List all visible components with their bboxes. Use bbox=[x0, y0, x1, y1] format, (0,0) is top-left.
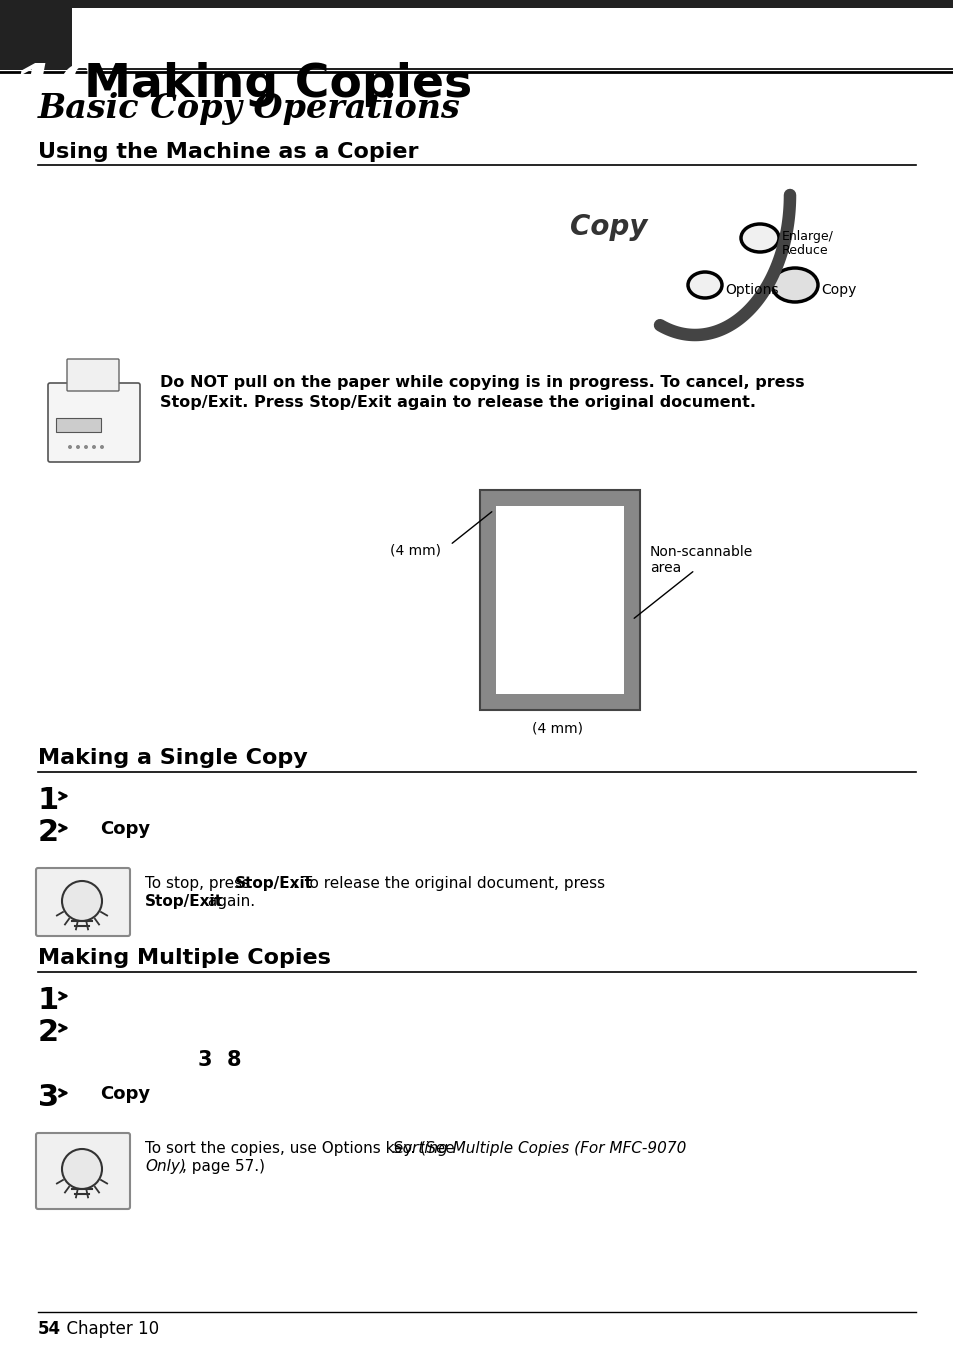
Circle shape bbox=[84, 445, 88, 449]
Text: , page 57.): , page 57.) bbox=[182, 1159, 265, 1174]
Circle shape bbox=[100, 445, 104, 449]
Circle shape bbox=[62, 1149, 102, 1188]
Text: 1: 1 bbox=[38, 986, 59, 1015]
FancyBboxPatch shape bbox=[38, 867, 917, 938]
Circle shape bbox=[91, 445, 96, 449]
Text: (4 mm): (4 mm) bbox=[390, 544, 440, 557]
Bar bbox=[0, 0, 953, 70]
FancyBboxPatch shape bbox=[36, 1133, 130, 1209]
Ellipse shape bbox=[687, 272, 721, 297]
Text: Basic Copy Operations: Basic Copy Operations bbox=[38, 92, 460, 124]
Text: Options: Options bbox=[724, 283, 778, 297]
Bar bbox=[496, 506, 623, 694]
Text: Chapter 10: Chapter 10 bbox=[56, 1320, 159, 1338]
Text: Stop/Exit. Press Stop/Exit again to release the original document.: Stop/Exit. Press Stop/Exit again to rele… bbox=[160, 395, 755, 410]
Ellipse shape bbox=[771, 268, 817, 301]
FancyBboxPatch shape bbox=[67, 360, 119, 391]
Text: To stop, press: To stop, press bbox=[145, 876, 254, 891]
Text: Sorting Multiple Copies (For MFC-9070: Sorting Multiple Copies (For MFC-9070 bbox=[393, 1141, 685, 1156]
Circle shape bbox=[76, 445, 80, 449]
Text: Non-scannable: Non-scannable bbox=[649, 545, 753, 558]
Text: Reduce: Reduce bbox=[781, 243, 828, 257]
Text: Making Multiple Copies: Making Multiple Copies bbox=[38, 948, 331, 968]
Text: Enlarge/: Enlarge/ bbox=[781, 230, 833, 243]
Text: 3: 3 bbox=[38, 1083, 59, 1111]
Text: Making Copies: Making Copies bbox=[84, 62, 472, 107]
Text: area: area bbox=[649, 561, 680, 575]
Text: . To release the original document, press: . To release the original document, pres… bbox=[293, 876, 609, 891]
Text: Making a Single Copy: Making a Single Copy bbox=[38, 748, 308, 768]
Ellipse shape bbox=[740, 224, 779, 251]
Text: Using the Machine as a Copier: Using the Machine as a Copier bbox=[38, 142, 418, 162]
Text: Copy: Copy bbox=[100, 821, 150, 838]
Bar bbox=[56, 418, 101, 433]
Text: Copy: Copy bbox=[569, 214, 647, 241]
Text: Stop/Exit: Stop/Exit bbox=[145, 894, 223, 909]
Text: 2: 2 bbox=[38, 1018, 59, 1046]
Text: Stop/Exit: Stop/Exit bbox=[234, 876, 313, 891]
Text: 1: 1 bbox=[38, 786, 59, 815]
FancyBboxPatch shape bbox=[36, 868, 130, 936]
Text: 10: 10 bbox=[10, 62, 103, 127]
Text: To sort the copies, use Options key. (See: To sort the copies, use Options key. (Se… bbox=[145, 1141, 459, 1156]
Circle shape bbox=[68, 445, 71, 449]
Text: (4 mm): (4 mm) bbox=[532, 721, 582, 735]
Text: 2: 2 bbox=[38, 818, 59, 846]
Text: Do NOT pull on the paper while copying is in progress. To cancel, press: Do NOT pull on the paper while copying i… bbox=[160, 375, 803, 389]
Text: Copy: Copy bbox=[100, 1086, 150, 1103]
Text: Only): Only) bbox=[145, 1159, 186, 1174]
Text: 3  8: 3 8 bbox=[198, 1051, 241, 1069]
Bar bbox=[479, 489, 639, 710]
Text: again.: again. bbox=[203, 894, 254, 909]
Text: Copy: Copy bbox=[821, 283, 856, 297]
Circle shape bbox=[62, 882, 102, 921]
Bar bbox=[71, 8, 953, 68]
FancyBboxPatch shape bbox=[48, 383, 140, 462]
Text: 54: 54 bbox=[38, 1320, 61, 1338]
